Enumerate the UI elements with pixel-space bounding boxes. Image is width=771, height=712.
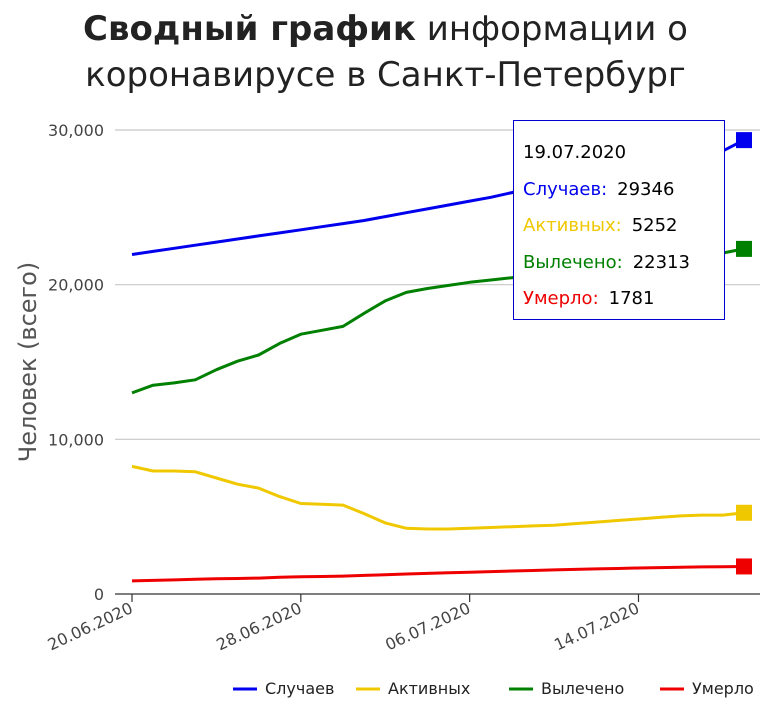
- x-tick-label: 20.06.2020: [45, 598, 136, 654]
- x-tick-label: 14.07.2020: [551, 598, 642, 654]
- legend-label: Активных: [388, 679, 470, 698]
- tooltip-label-recovered: Вылечено:: [523, 251, 623, 273]
- series-end-marker-2: [736, 240, 752, 257]
- title-line2: коронавирусе в Санкт-Петербург: [85, 55, 686, 95]
- legend-label: Случаев: [265, 679, 334, 698]
- legend-label: Вылечено: [541, 679, 624, 698]
- tooltip-row-deaths: Умерло: 1781: [523, 281, 724, 318]
- data-tooltip: 19.07.2020 Случаев: 29346 Активных: 5252 В…: [513, 120, 725, 320]
- tooltip-value-deaths: 1781: [608, 288, 655, 309]
- x-tick-label: 06.07.2020: [382, 598, 473, 654]
- tooltip-label-cases: Случаев:: [523, 178, 608, 200]
- title-bold: Сводный график: [83, 9, 416, 49]
- legend-label: Умерло: [692, 679, 754, 698]
- x-tick-label: 28.06.2020: [213, 598, 304, 654]
- series-line-3: [131, 565, 745, 583]
- title-rest: информации о: [426, 9, 688, 49]
- y-axis-label: Человек (всего): [14, 262, 42, 462]
- tooltip-value-recovered: 22313: [632, 251, 690, 273]
- tooltip-date: 19.07.2020: [523, 142, 627, 163]
- chart-title: Сводный график информации о коронавирусе…: [0, 6, 771, 98]
- tooltip-label-active: Активных:: [523, 215, 622, 236]
- tooltip-row-cases: Случаев: 29346: [523, 172, 724, 209]
- tooltip-value-cases: 29346: [617, 178, 675, 200]
- tooltip-value-active: 5252: [631, 215, 678, 236]
- series-line-1: [131, 464, 745, 531]
- series-end-marker-0: [736, 132, 752, 149]
- y-tick-label: 0: [94, 585, 104, 604]
- y-tick-label: 10,000: [48, 430, 104, 449]
- tooltip-row-recovered: Вылечено: 22313: [523, 245, 724, 282]
- series-end-marker-1: [736, 504, 752, 521]
- y-tick-label: 30,000: [48, 121, 104, 140]
- y-tick-label: 20,000: [48, 276, 104, 295]
- series-end-marker-3: [736, 558, 752, 575]
- tooltip-row-active: Активных: 5252: [523, 208, 724, 245]
- tooltip-label-deaths: Умерло:: [523, 288, 599, 309]
